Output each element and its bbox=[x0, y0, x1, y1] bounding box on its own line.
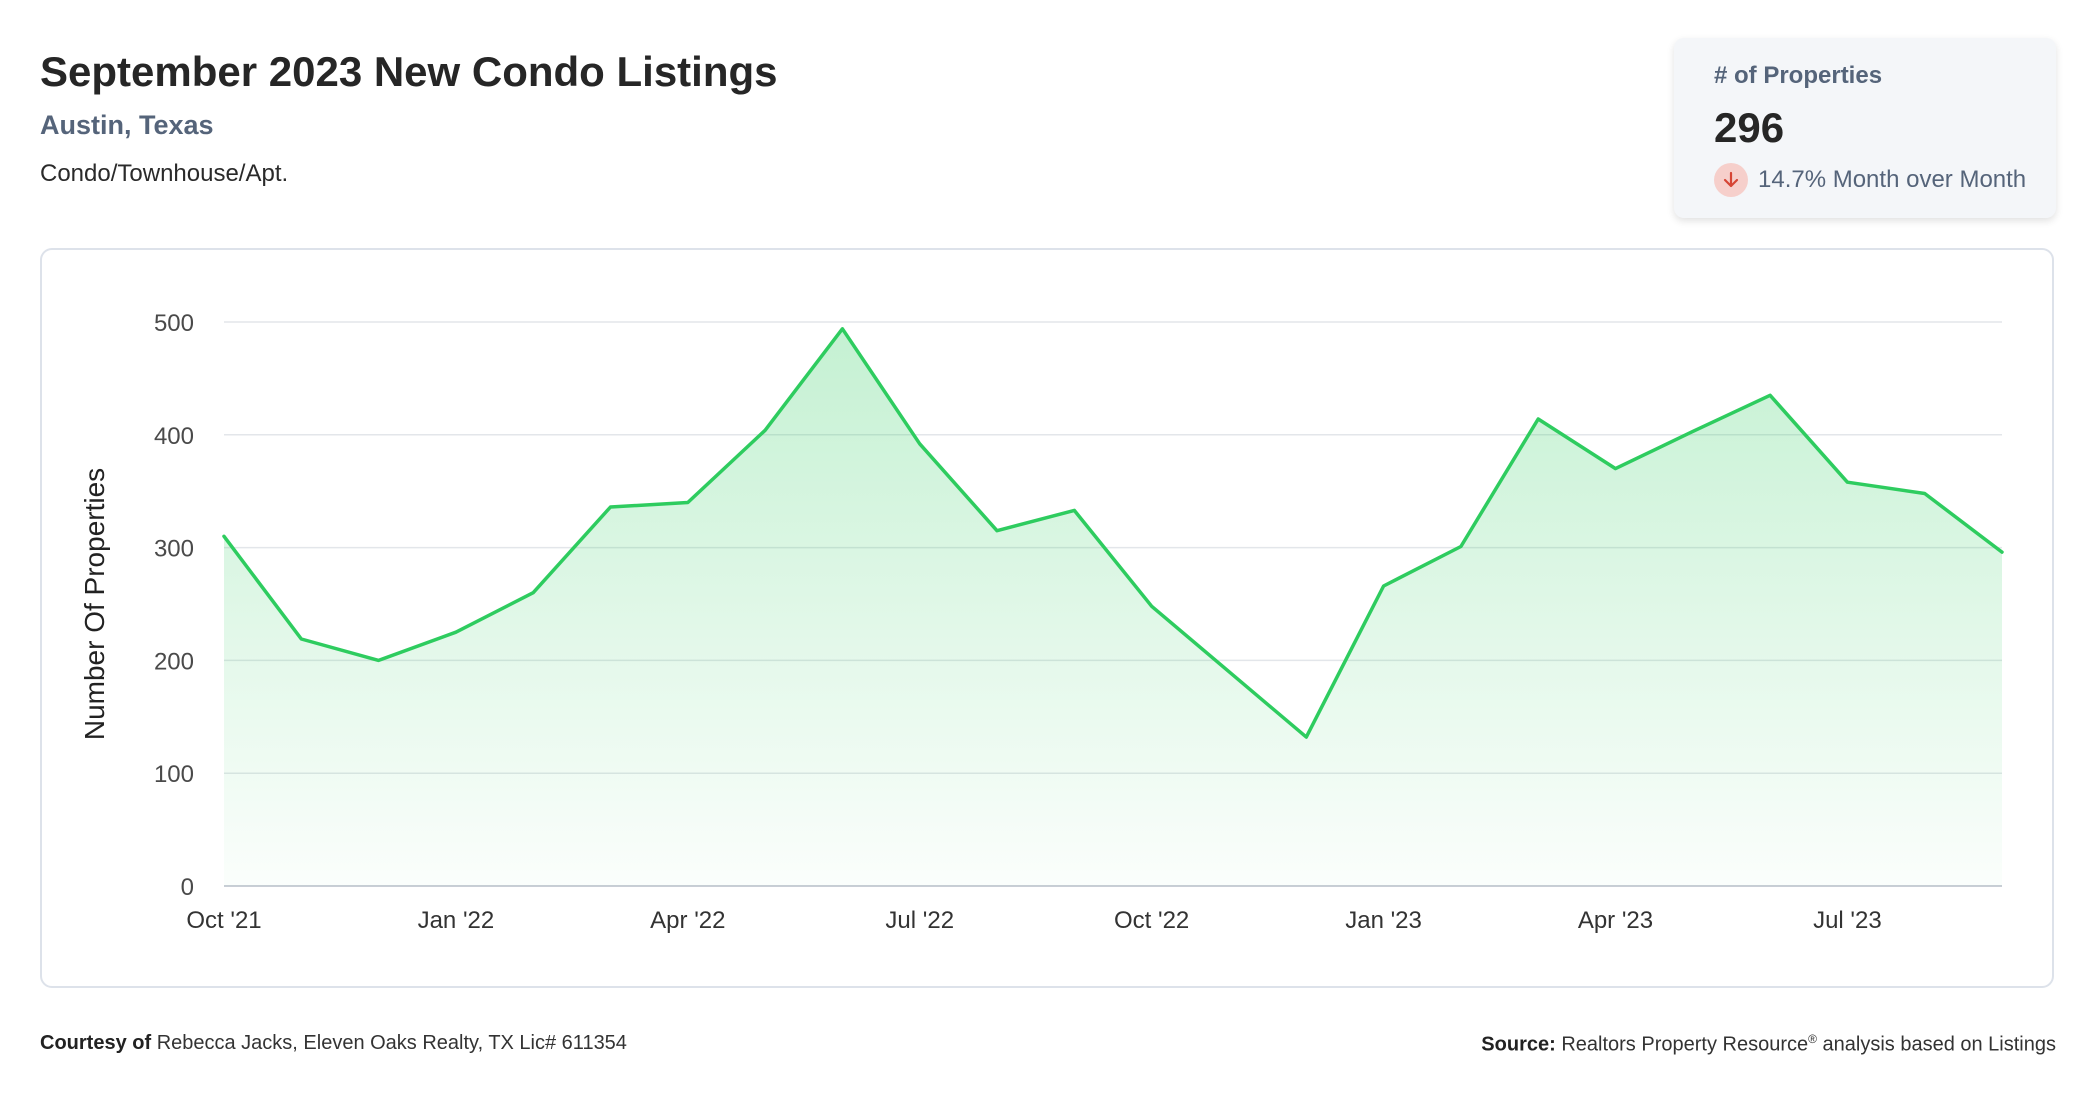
kpi-label: # of Properties bbox=[1714, 62, 1883, 89]
arrow-down-icon bbox=[1714, 163, 1748, 197]
data-point bbox=[683, 497, 693, 507]
data-point bbox=[1920, 488, 1930, 498]
y-axis-label: Number Of Properties bbox=[79, 468, 110, 740]
data-point bbox=[451, 627, 461, 637]
y-axis-ticks: 0 100 200 300 400 500 bbox=[154, 310, 194, 901]
y-tick-label: 400 bbox=[154, 423, 194, 450]
x-tick-label: Jan '22 bbox=[418, 907, 495, 934]
data-point bbox=[1765, 390, 1775, 400]
x-tick-label: Apr '23 bbox=[1578, 907, 1653, 934]
data-point bbox=[915, 439, 925, 449]
data-point bbox=[837, 324, 847, 334]
data-point bbox=[528, 588, 538, 598]
data-point bbox=[219, 531, 229, 541]
data-point bbox=[1533, 414, 1543, 424]
kpi-change-text: 14.7% Month over Month bbox=[1758, 166, 2027, 193]
courtesy-label: Courtesy of bbox=[40, 1032, 152, 1054]
courtesy-text: Rebecca Jacks, Eleven Oaks Realty, TX Li… bbox=[156, 1032, 627, 1054]
data-point bbox=[1379, 581, 1389, 591]
data-point bbox=[760, 425, 770, 435]
source-label: Source: bbox=[1481, 1033, 1556, 1056]
kpi-card: # of Properties 296 14.7% Month over Mon… bbox=[1674, 38, 2056, 218]
x-axis-ticks: Oct '21 Jan '22 Apr '22 Jul '22 Oct '22 Jan '… bbox=[186, 907, 1881, 934]
chart-card: 0 100 200 300 400 500 Oct '21 Jan '22 Apr '22 Ju… bbox=[40, 248, 2054, 988]
data-point bbox=[1688, 426, 1698, 436]
series-area bbox=[224, 328, 2002, 886]
data-point bbox=[1456, 541, 1466, 551]
series-line bbox=[222, 327, 2004, 739]
y-tick-label: 300 bbox=[154, 536, 194, 563]
series-line-group bbox=[219, 324, 2007, 742]
x-tick-label: Jul '22 bbox=[885, 907, 954, 934]
data-point bbox=[1069, 505, 1079, 515]
x-tick-label: Oct '21 bbox=[186, 907, 261, 934]
data-point bbox=[1301, 732, 1311, 742]
data-point bbox=[374, 655, 384, 665]
y-tick-label: 500 bbox=[154, 310, 194, 337]
area-fill-group bbox=[224, 328, 2002, 886]
registered-mark: ® bbox=[1808, 1032, 1817, 1046]
y-tick-label: 200 bbox=[154, 648, 194, 675]
data-point bbox=[1610, 464, 1620, 474]
data-point bbox=[1997, 547, 2007, 557]
source-footer: Source: Realtors Property Resource® anal… bbox=[1481, 1032, 2056, 1057]
source-text-post: analysis based on Listings bbox=[1816, 1033, 2057, 1056]
x-tick-label: Jul '23 bbox=[1813, 907, 1882, 934]
page-title: September 2023 New Condo Listings bbox=[40, 48, 778, 95]
y-tick-label: 0 bbox=[181, 874, 194, 901]
kpi-value: 296 bbox=[1714, 104, 1785, 151]
courtesy-footer: Courtesy of Rebecca Jacks, Eleven Oaks R… bbox=[40, 1032, 627, 1055]
data-point bbox=[296, 634, 306, 644]
location-subtitle: Austin, Texas bbox=[40, 110, 214, 140]
x-tick-label: Apr '22 bbox=[650, 907, 725, 934]
data-point bbox=[606, 502, 616, 512]
data-point bbox=[1842, 477, 1852, 487]
source-text-pre: Realtors Property Resource bbox=[1561, 1033, 1809, 1056]
data-point bbox=[992, 526, 1002, 536]
property-type-label: Condo/Townhouse/Apt. bbox=[40, 160, 289, 187]
x-tick-label: Oct '22 bbox=[1114, 907, 1189, 934]
x-tick-label: Jan '23 bbox=[1345, 907, 1422, 934]
kpi-change: 14.7% Month over Month bbox=[1714, 162, 2026, 198]
data-point bbox=[1224, 667, 1234, 677]
line-chart: 0 100 200 300 400 500 Oct '21 Jan '22 Apr '22 Ju… bbox=[79, 310, 2007, 934]
y-tick-label: 100 bbox=[154, 761, 194, 788]
data-point bbox=[1147, 601, 1157, 611]
